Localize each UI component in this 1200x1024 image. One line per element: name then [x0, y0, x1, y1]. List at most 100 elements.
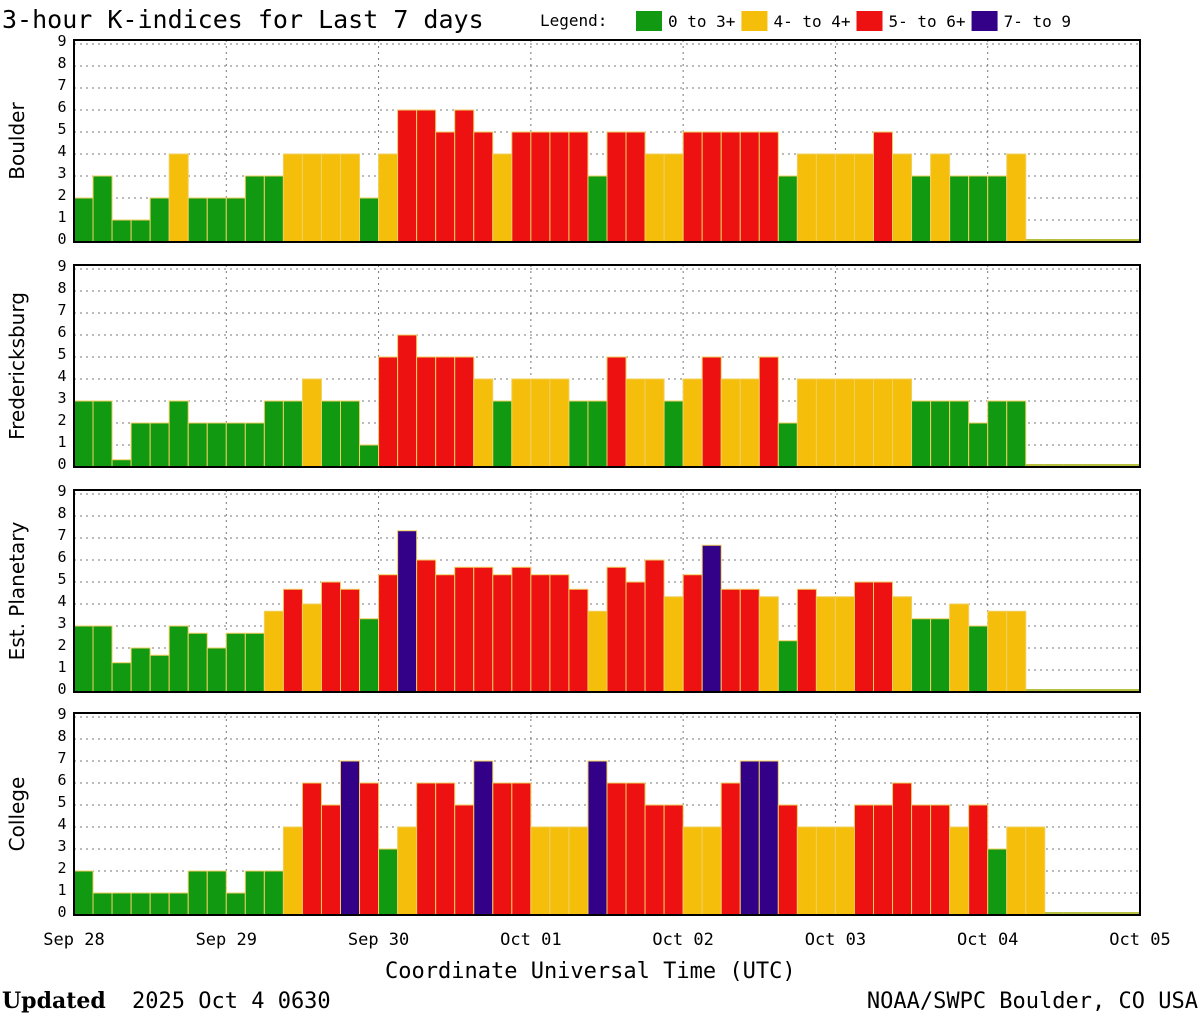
bar: [416, 356, 437, 468]
bar: [568, 400, 589, 468]
bar: [834, 153, 855, 243]
no-data-strip: [1082, 239, 1102, 241]
y-tick-label: 1: [57, 433, 66, 451]
bar: [606, 566, 627, 693]
bar: [473, 760, 494, 916]
bar: [378, 356, 399, 468]
bar: [930, 618, 951, 693]
bar: [111, 459, 132, 468]
bar: [758, 596, 779, 693]
bar: [968, 175, 989, 243]
bar: [282, 153, 303, 243]
bar: [511, 378, 532, 468]
x-tick-label: Sep 28: [43, 930, 104, 950]
bar: [815, 153, 836, 243]
bar: [435, 782, 456, 916]
y-tick-label: 4: [57, 142, 66, 160]
no-data-strip: [1044, 912, 1064, 914]
bar: [911, 618, 932, 693]
bar: [416, 782, 437, 916]
y-tick-label: 9: [57, 32, 66, 50]
y-tick-label: 8: [57, 504, 66, 522]
bar: [930, 400, 951, 468]
bar: [416, 559, 437, 693]
bar: [1006, 400, 1027, 468]
no-data-strip: [1082, 464, 1102, 466]
y-tick-label: 2: [57, 859, 66, 877]
legend-entry: 5- to 6+: [889, 12, 966, 31]
y-tick-label: 1: [57, 658, 66, 676]
bar: [206, 647, 227, 693]
bar: [1025, 826, 1046, 916]
legend-swatch: [856, 11, 883, 31]
bar: [587, 400, 608, 468]
bar: [987, 175, 1008, 243]
bar: [892, 153, 913, 243]
bar: [834, 378, 855, 468]
bar: [758, 760, 779, 916]
bar: [663, 804, 684, 916]
bar: [701, 356, 722, 468]
y-tick-label: 6: [57, 323, 66, 341]
y-tick-label: 7: [57, 749, 66, 767]
y-tick-label: 9: [57, 482, 66, 500]
bar: [263, 400, 284, 468]
y-tick-label: 7: [57, 301, 66, 319]
updated-time: 2025 Oct 4 0630: [132, 989, 331, 1014]
y-tick-label: 4: [57, 815, 66, 833]
bar: [511, 566, 532, 693]
x-tick-label: Oct 02: [652, 930, 713, 950]
bar: [530, 574, 551, 693]
bar: [911, 175, 932, 243]
bar: [111, 892, 132, 916]
legend-entry: 0 to 3+: [668, 12, 735, 31]
bar: [225, 197, 246, 243]
bar: [225, 632, 246, 693]
bar: [130, 219, 151, 243]
bar: [206, 422, 227, 468]
bar: [397, 826, 418, 916]
updated-label: Updated: [2, 988, 106, 1014]
y-tick-label: 0: [57, 455, 66, 473]
plot-frame: [73, 712, 1141, 916]
bar: [282, 826, 303, 916]
no-data-strip: [1063, 689, 1083, 691]
bar: [149, 422, 170, 468]
bar: [796, 153, 817, 243]
y-tick-label: 3: [57, 389, 66, 407]
bar: [111, 662, 132, 693]
no-data-strip: [1120, 689, 1140, 691]
bar: [949, 400, 970, 468]
source: NOAA/SWPC Boulder, CO USA: [867, 989, 1198, 1014]
bar: [587, 175, 608, 243]
bar: [435, 356, 456, 468]
bar: [378, 574, 399, 693]
bar: [168, 400, 189, 468]
bar: [473, 566, 494, 693]
bar: [244, 175, 265, 243]
x-tick-label: Sep 30: [348, 930, 409, 950]
bar: [987, 400, 1008, 468]
y-tick-label: 7: [57, 76, 66, 94]
bar: [168, 153, 189, 243]
plot-frame: [73, 264, 1141, 468]
legend-label: Legend:: [540, 11, 607, 30]
no-data-strip: [1025, 689, 1045, 691]
bar: [815, 378, 836, 468]
bar: [511, 131, 532, 243]
bar: [1006, 153, 1027, 243]
no-data-strip: [1044, 239, 1064, 241]
bar: [720, 378, 741, 468]
y-tick-label: 6: [57, 548, 66, 566]
bar: [492, 400, 513, 468]
no-data-strip: [1063, 464, 1083, 466]
bar: [663, 596, 684, 693]
bar: [644, 559, 665, 693]
no-data-strip: [1101, 689, 1121, 691]
bar: [187, 632, 208, 693]
bar: [968, 422, 989, 468]
bar: [530, 131, 551, 243]
no-data-strip: [1082, 689, 1102, 691]
bar: [853, 153, 875, 243]
bar: [149, 654, 170, 693]
